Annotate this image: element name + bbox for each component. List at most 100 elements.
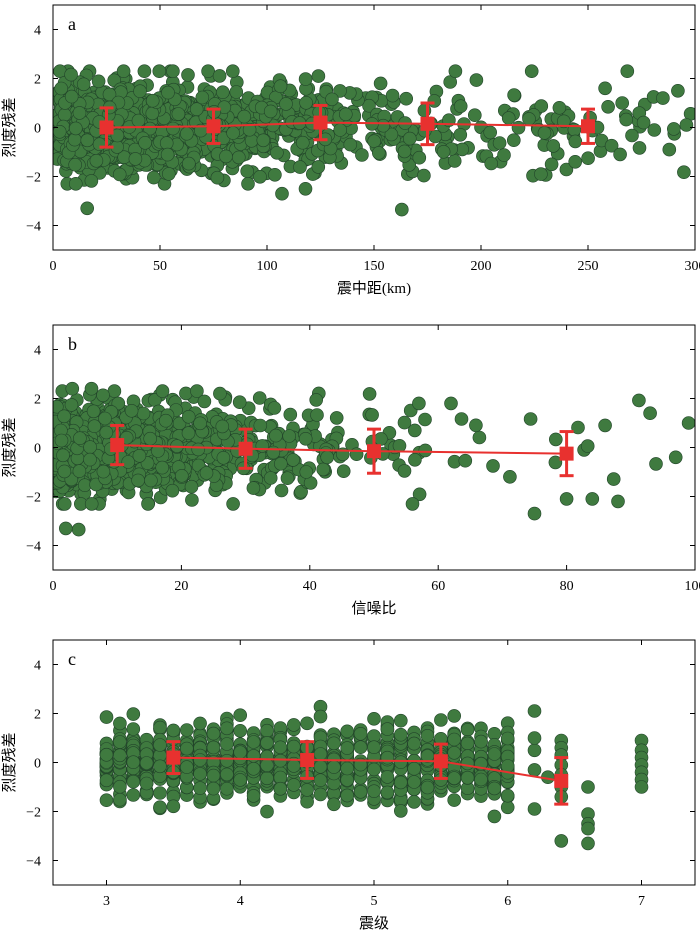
scatter-point [467, 108, 482, 122]
scatter-point [340, 773, 355, 787]
y-axis: −4 −2 0 2 4 [26, 24, 695, 235]
scatter-point [418, 412, 432, 427]
scatter-point [469, 73, 484, 87]
scatter-point [199, 466, 214, 480]
y-tick-label: 2 [34, 73, 41, 88]
scatter-point [92, 137, 107, 151]
mean-marker [581, 119, 595, 134]
scatter-point [448, 64, 463, 78]
scatter-point [161, 85, 175, 100]
scatter-point [632, 141, 647, 155]
mean-marker [206, 119, 221, 134]
scatter-point [166, 723, 181, 738]
scatter-point [126, 707, 141, 721]
x-tick-label: 20 [174, 579, 188, 594]
scatter-point [268, 168, 282, 182]
scatter-point [619, 112, 634, 127]
scatter-point [73, 431, 87, 446]
scatter-point [86, 404, 101, 419]
scatter-point [165, 483, 180, 498]
scatter-point [274, 483, 289, 498]
scatter-point [313, 773, 328, 788]
scatter-point [144, 473, 158, 488]
scatter-point [554, 834, 569, 848]
scatter-point [412, 396, 426, 411]
scatter-point [353, 784, 368, 799]
scatter-point [393, 727, 408, 742]
scatter-point [126, 774, 141, 789]
scatter-point [54, 433, 69, 448]
scatter-point [273, 753, 288, 768]
scatter-point [260, 758, 274, 773]
x-tick-label: 3 [103, 894, 110, 909]
scatter-point [527, 802, 542, 816]
scatter-point [185, 493, 199, 507]
scatter-point [367, 740, 381, 755]
scatter-point [181, 68, 195, 82]
scatter-point [447, 745, 462, 760]
scatter-point [527, 731, 542, 745]
scatter-point [313, 759, 328, 774]
scatter-point [397, 464, 412, 478]
scatter-point [193, 781, 207, 795]
scatter-point [181, 426, 196, 440]
scatter-point [64, 89, 79, 104]
scatter-point [340, 724, 355, 739]
scatter-point [286, 759, 301, 773]
scatter-point [273, 456, 288, 471]
panel-label: b [68, 334, 77, 354]
scatter-point [143, 121, 157, 136]
y-tick-label: 4 [34, 24, 41, 39]
scatter-point [625, 128, 639, 143]
x-tick-label: 5 [371, 894, 378, 909]
scatter-point [380, 750, 395, 765]
x-tick-label: 80 [560, 579, 574, 594]
scatter-point [298, 431, 313, 446]
scatter-point [407, 761, 421, 776]
scatter-point [246, 789, 261, 803]
scatter-point [460, 722, 475, 737]
mean-series [166, 740, 569, 806]
scatter-point [325, 92, 339, 107]
scatter-point [534, 167, 548, 181]
scatter-point [113, 716, 127, 731]
mean-marker [166, 750, 181, 765]
scatter-point [99, 773, 114, 788]
scatter-point [195, 90, 210, 105]
scatter-point [143, 431, 157, 446]
scatter-point [193, 416, 207, 431]
scatter-point [393, 713, 408, 728]
scatter-point [84, 381, 99, 396]
scatter-point [65, 381, 80, 396]
scatter-point [393, 804, 408, 818]
scatter-point [210, 170, 225, 185]
scatter-point [279, 97, 293, 111]
scatter-point [647, 123, 662, 137]
mean-marker [367, 444, 381, 459]
scatter-point [252, 391, 267, 405]
scatter-point [649, 457, 663, 471]
scatter-point [367, 762, 381, 777]
scatter-point [137, 64, 152, 78]
scatter-point [181, 409, 196, 424]
scatter-point [407, 736, 421, 751]
scatter-point [153, 800, 167, 815]
scatter-point [166, 799, 181, 814]
scatter-point [598, 81, 612, 96]
scatter-point [155, 460, 169, 475]
scatter-point [206, 768, 221, 783]
scatter-point [64, 67, 78, 82]
panel-label: c [68, 649, 76, 669]
y-tick-label: −2 [26, 491, 41, 506]
scatter-point [131, 473, 145, 488]
mean-marker [433, 754, 448, 769]
scatter-point [180, 760, 194, 774]
scatter-point [139, 776, 154, 791]
scatter-point [604, 138, 619, 153]
scatter-point [559, 162, 574, 177]
scatter-point [601, 100, 615, 114]
scatter-point [273, 79, 288, 93]
scatter-point [131, 113, 146, 128]
scatter-point [59, 521, 73, 536]
scatter-point [336, 464, 351, 479]
